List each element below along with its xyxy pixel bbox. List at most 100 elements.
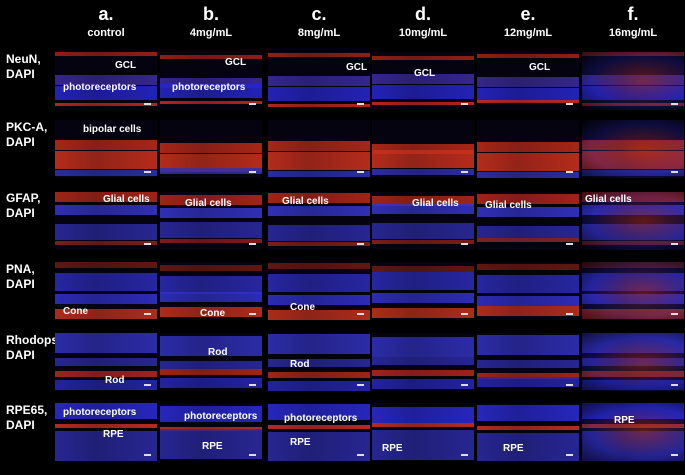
column-letter: b. (203, 4, 219, 24)
tissue-layer (477, 335, 579, 355)
micrograph-panel: photoreceptors RPE (268, 403, 370, 461)
scale-bar (144, 384, 151, 386)
tissue-layer (160, 265, 262, 271)
row-label: NeuN, DAPI (6, 52, 41, 81)
tissue-layer (268, 53, 370, 57)
micrograph-panel: bipolar cells (55, 120, 157, 178)
micrograph-panel (372, 333, 474, 391)
tissue-layer (477, 360, 579, 368)
tissue-layer (268, 310, 370, 320)
tissue-layer (55, 380, 157, 390)
tissue-layer (477, 77, 579, 87)
tissue-layer (477, 142, 579, 152)
tissue-layer (477, 405, 579, 421)
tissue-layer (55, 192, 157, 202)
tissue-layer (268, 274, 370, 292)
tissue-layer (372, 150, 474, 168)
tissue-layer (268, 87, 370, 101)
tissue-layer (372, 85, 474, 99)
micrograph-panel (582, 333, 684, 391)
tissue-layer (160, 208, 262, 218)
tissue-layer (372, 144, 474, 154)
panel-annotation: Rod (208, 347, 228, 358)
panel-annotation: photoreceptors (63, 82, 137, 93)
tissue-layer (268, 372, 370, 378)
scale-bar (249, 384, 256, 386)
tissue-layer (55, 103, 157, 106)
scale-bar (357, 313, 364, 315)
scale-bar (144, 243, 151, 245)
panel-annotation: bipolar cells (83, 124, 142, 135)
scale-bar (461, 384, 468, 386)
tissue-layer (55, 86, 157, 100)
row-label: RPE65, DAPI (6, 403, 48, 432)
panel-annotation: Cone (290, 302, 315, 313)
tissue-fold (582, 333, 684, 391)
scale-bar (144, 313, 151, 315)
tissue-layer (268, 76, 370, 86)
tissue-layer (372, 223, 474, 239)
tissue-layer (268, 206, 370, 216)
tissue-layer (477, 377, 579, 387)
panel-annotation: Glial cells (103, 194, 150, 205)
scale-bar (461, 103, 468, 105)
tissue-layer (372, 430, 474, 460)
micrograph-panel (582, 52, 684, 110)
tissue-layer (477, 88, 579, 102)
tissue-layer (268, 359, 370, 367)
column-concentration: 12mg/mL (503, 27, 553, 39)
tissue-layer (477, 373, 579, 379)
panel-annotation: RPE (382, 443, 403, 454)
tissue-layer (268, 381, 370, 391)
micrograph-panel: Rod (268, 333, 370, 391)
row-label: GFAP, DAPI (6, 191, 41, 220)
micrograph-panel: RPE (477, 403, 579, 461)
tissue-layer (372, 56, 474, 60)
panel-annotation: GCL (529, 62, 551, 73)
scale-bar (357, 384, 364, 386)
panel-annotation: RPE (290, 437, 311, 448)
micrograph-panel: Cone (268, 262, 370, 320)
tissue-layer (477, 153, 579, 171)
tissue-layer (55, 403, 157, 419)
column-concentration: 10mg/mL (398, 27, 448, 39)
tissue-layer (477, 426, 579, 430)
tissue-layer (268, 225, 370, 241)
micrograph-panel: RPE (582, 403, 684, 461)
tissue-layer (477, 275, 579, 293)
tissue-layer (160, 101, 262, 104)
tissue-layer (268, 171, 370, 177)
scale-bar (249, 243, 256, 245)
micrograph-panel: Cone (55, 262, 157, 320)
micrograph-panel: Cone (160, 262, 262, 320)
tissue-layer (55, 224, 157, 240)
panel-annotation: photoreceptors (172, 82, 246, 93)
scale-bar (566, 313, 573, 315)
tissue-layer (268, 193, 370, 203)
micrograph-panel (160, 120, 262, 178)
tissue-layer (160, 55, 262, 59)
column-concentration: 4mg/mL (189, 27, 233, 39)
tissue-layer (160, 429, 262, 459)
tissue-layer (268, 263, 370, 269)
tissue-layer (160, 78, 262, 88)
column-letter: e. (520, 4, 536, 24)
micrograph-panel (268, 120, 370, 178)
tissue-layer (160, 336, 262, 356)
column-concentration: 8mg/mL (297, 27, 341, 39)
tissue-layer (268, 152, 370, 170)
tissue-layer (160, 195, 262, 205)
column-letter: f. (627, 4, 639, 24)
tissue-layer (268, 141, 370, 151)
micrograph-panel (372, 262, 474, 320)
micrograph-panel: GCL photoreceptors (160, 52, 262, 110)
tissue-layer (372, 74, 474, 84)
micrograph-panel: GCL (268, 52, 370, 110)
tissue-layer (55, 333, 157, 353)
tissue-layer (55, 241, 157, 245)
panel-annotation: Cone (200, 308, 225, 319)
tissue-layer (268, 104, 370, 107)
panel-annotation: photoreceptors (63, 407, 137, 418)
tissue-layer (55, 262, 157, 268)
scale-bar (357, 103, 364, 105)
